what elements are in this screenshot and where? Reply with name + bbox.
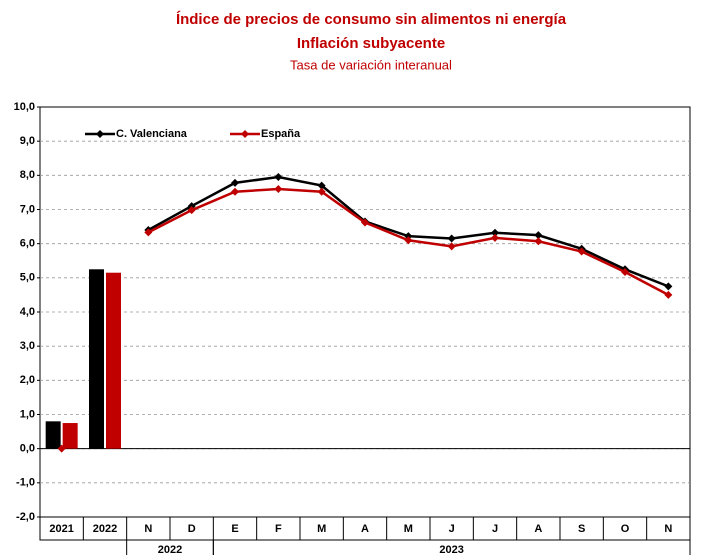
marker — [274, 173, 283, 182]
x-tick-label: N — [664, 523, 672, 535]
y-tick-label: 10,0 — [14, 101, 35, 113]
group-label: 2022 — [158, 544, 182, 555]
marker — [317, 181, 326, 190]
marker — [534, 231, 543, 240]
chart-subtitle: Tasa de variación interanual — [290, 57, 452, 72]
marker — [491, 228, 499, 237]
marker — [491, 233, 499, 242]
x-tick-label: A — [361, 523, 369, 535]
y-tick-label: 7,0 — [20, 203, 35, 215]
marker — [361, 218, 369, 227]
x-tick-label: O — [621, 523, 630, 535]
line — [147, 175, 669, 288]
y-tick-label: 4,0 — [20, 306, 35, 318]
x-tick-label: M — [317, 523, 326, 535]
marker — [404, 236, 413, 245]
y-tick-label: 1,0 — [20, 408, 35, 420]
y-tick-label: 0,0 — [20, 443, 35, 455]
chart-subtitle: Inflación subyacente — [297, 35, 445, 52]
marker — [231, 178, 239, 187]
marker — [621, 268, 629, 277]
y-tick-label: 9,0 — [20, 135, 35, 147]
y-tick-label: -1,0 — [16, 477, 35, 489]
x-tick-label: D — [188, 523, 196, 535]
legend-marker — [96, 130, 104, 138]
bar — [89, 269, 104, 449]
group-label: 2023 — [439, 544, 463, 555]
x-tick-label: N — [144, 523, 152, 535]
marker — [664, 290, 673, 299]
chart-title: Índice de precios de consumo sin aliment… — [176, 11, 567, 28]
marker — [317, 187, 326, 196]
legend-marker — [241, 130, 249, 138]
x-tick-label: J — [449, 523, 455, 535]
marker — [57, 444, 66, 453]
x-tick-label: S — [578, 523, 585, 535]
x-tick-label: J — [492, 523, 498, 535]
legend-label: C. Valenciana — [116, 128, 188, 140]
x-tick-label: F — [275, 523, 282, 535]
marker — [664, 282, 673, 291]
y-tick-label: 6,0 — [20, 238, 35, 250]
x-tick-label: 2021 — [49, 523, 73, 535]
legend-label: España — [261, 128, 301, 140]
y-tick-label: -2,0 — [16, 511, 35, 523]
y-tick-label: 3,0 — [20, 340, 35, 352]
bar — [106, 272, 121, 449]
marker — [274, 185, 283, 193]
x-tick-label: M — [404, 523, 413, 535]
marker — [534, 237, 543, 246]
y-tick-label: 2,0 — [20, 374, 35, 386]
marker — [187, 206, 196, 215]
marker — [144, 228, 153, 237]
y-tick-label: 8,0 — [20, 169, 35, 181]
bar — [62, 423, 78, 449]
x-tick-label: 2022 — [93, 523, 117, 535]
x-tick-label: E — [231, 523, 238, 535]
y-tick-label: 5,0 — [20, 272, 35, 284]
marker — [447, 242, 456, 251]
marker — [447, 234, 456, 243]
bar — [45, 421, 61, 449]
marker — [231, 187, 239, 196]
x-tick-label: A — [534, 523, 542, 535]
marker — [577, 247, 586, 256]
